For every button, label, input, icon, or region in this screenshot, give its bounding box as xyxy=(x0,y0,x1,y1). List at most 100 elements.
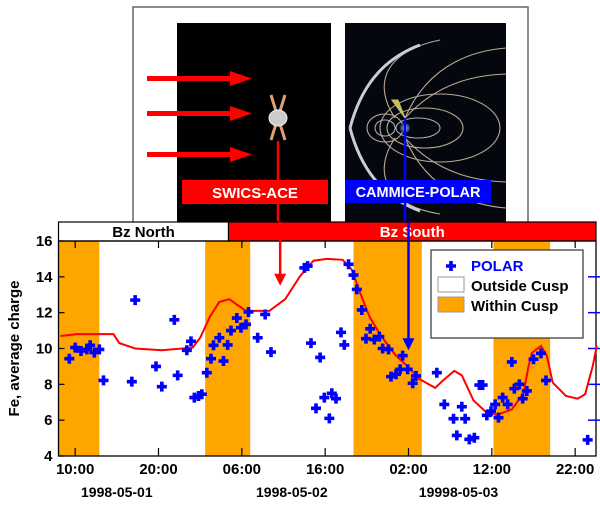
polar-data-point xyxy=(260,309,271,320)
y-tick-label: 12 xyxy=(36,305,53,322)
polar-data-point xyxy=(506,356,517,367)
polar-data-point xyxy=(386,371,397,382)
polar-data-point xyxy=(374,331,385,342)
x-tick-label: 10:00 xyxy=(56,461,94,478)
polar-data-point xyxy=(64,353,75,364)
polar-data-point xyxy=(130,295,141,306)
polar-data-point xyxy=(89,347,100,358)
date-label: 19998-05-03 xyxy=(419,484,499,500)
polar-data-point xyxy=(236,322,246,333)
polar-data-point xyxy=(311,403,322,414)
polar-data-point xyxy=(541,375,551,386)
polar-data-point xyxy=(521,385,532,396)
polar-data-point xyxy=(351,284,362,295)
x-tick-label: 02:00 xyxy=(389,461,427,478)
polar-data-point xyxy=(231,313,242,324)
polar-data-point xyxy=(336,327,347,338)
polar-data-point xyxy=(361,333,372,344)
polar-data-point xyxy=(98,375,109,386)
magnetosphere-field-lines xyxy=(348,39,507,215)
legend-marker-icon xyxy=(446,261,457,272)
y-tick-label: 6 xyxy=(44,412,52,429)
x-tick-label: 22:00 xyxy=(556,461,594,478)
polar-data-point xyxy=(509,383,520,394)
polar-data-point xyxy=(536,348,546,359)
polar-data-point xyxy=(439,399,450,410)
polar-data-point xyxy=(395,364,406,375)
polar-data-point xyxy=(477,380,488,391)
polar-data-point xyxy=(397,350,408,361)
polar-data-point xyxy=(186,336,196,347)
polar-data-point xyxy=(70,342,81,353)
date-label: 1998-05-02 xyxy=(256,484,328,500)
polar-data-point xyxy=(172,370,183,381)
legend-label: Outside Cusp xyxy=(471,278,569,295)
polar-data-point xyxy=(126,376,137,387)
polar-data-point xyxy=(348,270,359,281)
polar-data-point xyxy=(448,413,459,424)
polar-data-point xyxy=(331,393,342,404)
polar-data-point xyxy=(486,406,497,417)
polar-data-point xyxy=(326,388,337,399)
polar-data-point xyxy=(206,353,216,364)
cammice-polar-label: CAMMICE-POLAR xyxy=(356,185,481,201)
legend-label: Within Cusp xyxy=(471,298,558,315)
indicator-arrowhead xyxy=(274,273,287,286)
date-label: 1998-05-01 xyxy=(81,484,153,500)
legend-box xyxy=(430,249,584,339)
swics-ace-label: SWICS-ACE xyxy=(212,185,298,202)
bz-label: Bz South xyxy=(380,224,445,241)
polar-data-point xyxy=(528,354,539,365)
polar-data-point xyxy=(407,378,418,389)
bz-label: Bz North xyxy=(112,224,175,241)
chart: Bz North Bz South 4 6 8 10 12 14 16 Fe, average c… xyxy=(6,221,600,500)
polar-data-point xyxy=(156,381,167,392)
polar-data-point xyxy=(383,344,394,355)
y-tick-label: 10 xyxy=(36,341,53,358)
polar-data-point xyxy=(81,344,92,355)
x-tick-label: 20:00 xyxy=(139,461,177,478)
polar-data-point xyxy=(582,434,593,445)
polar-data-point xyxy=(377,343,388,354)
y-axis-label: Fe, average charge xyxy=(6,281,23,417)
swics-ace-label-bg xyxy=(182,180,328,204)
polar-data-point xyxy=(306,338,317,349)
polar-data-point xyxy=(490,399,501,410)
polar-data-point xyxy=(514,379,525,390)
indicator-arrowhead xyxy=(402,338,415,351)
polar-data-point xyxy=(169,314,180,325)
polar-data-point xyxy=(181,345,192,356)
polar-data-point xyxy=(502,399,513,410)
polar-data-point xyxy=(402,364,413,375)
polar-data-point xyxy=(356,304,367,315)
polar-data-point xyxy=(411,370,422,381)
polar-data-point xyxy=(266,347,277,358)
polar-data-point xyxy=(241,319,251,330)
polar-data-point xyxy=(196,389,207,400)
legend-label: POLAR xyxy=(471,258,524,275)
y-tick-label: 14 xyxy=(36,269,53,286)
cammice-polar-label-bg xyxy=(345,180,491,203)
polar-data-point xyxy=(431,367,442,378)
polar-data-point xyxy=(319,392,330,403)
y-tick-label: 4 xyxy=(44,448,53,465)
polar-data-point xyxy=(365,323,376,334)
polar-data-point xyxy=(343,259,354,270)
polar-data-point xyxy=(517,393,528,404)
legend-swatch xyxy=(437,276,465,293)
illustration-panel: SWICS-ACE CAMMICE-POLAR xyxy=(132,6,529,228)
polar-data-point xyxy=(218,356,229,367)
polar-data-point xyxy=(497,392,508,403)
polar-data-point xyxy=(324,413,335,424)
x-tick-label: 16:00 xyxy=(306,461,344,478)
polar-data-point xyxy=(226,325,236,336)
polar-data-point xyxy=(94,344,105,355)
polar-data-point xyxy=(302,261,313,272)
polar-data-point xyxy=(369,334,380,345)
polar-data-point xyxy=(214,332,225,343)
x-tick-label: 12:00 xyxy=(473,461,511,478)
polar-data-point xyxy=(85,340,96,351)
polar-data-point xyxy=(460,413,471,424)
